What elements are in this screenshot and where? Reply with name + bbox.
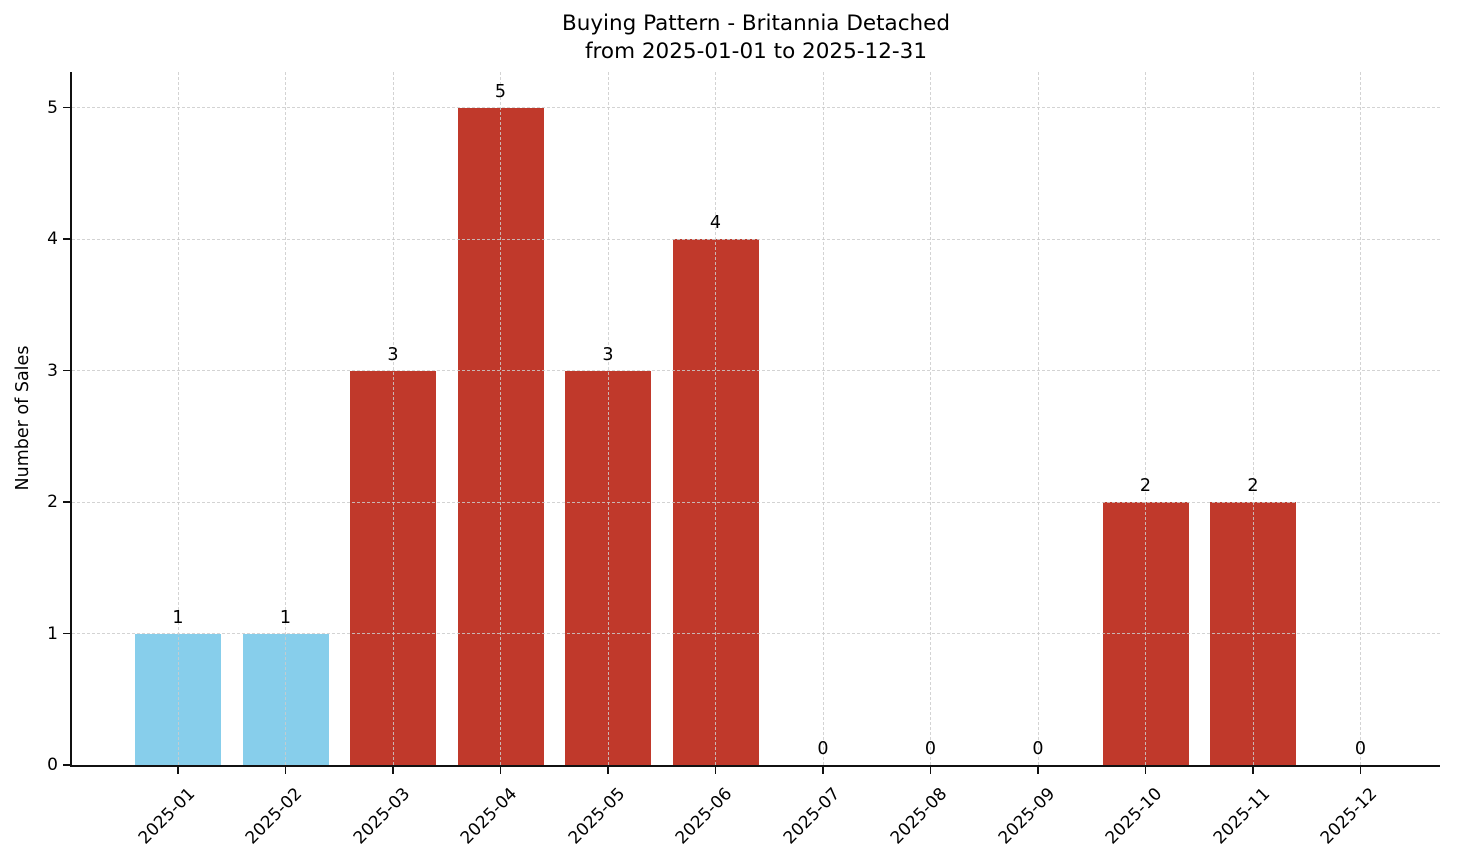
- y-tick-mark: [63, 501, 70, 503]
- chart-title: Buying Pattern - Britannia Detached from…: [72, 10, 1440, 66]
- y-gridline: [72, 238, 1440, 240]
- x-tick-mark: [1144, 767, 1147, 774]
- y-axis-spine: [70, 72, 72, 767]
- y-tick-label: 5: [47, 97, 58, 118]
- x-tick-mark: [1037, 767, 1039, 774]
- y-tick-mark: [63, 632, 70, 635]
- x-tick-label: 2025-12: [1317, 784, 1382, 849]
- x-tick-label: 2025-09: [994, 784, 1060, 849]
- y-gridline: [72, 370, 1440, 371]
- bar-value-label: 1: [279, 607, 292, 628]
- x-tick-label: 2025-06: [672, 784, 737, 849]
- x-tick-label: 2025-07: [779, 784, 845, 849]
- bar-value-label: 0: [1032, 739, 1044, 759]
- chart-title-line1: Buying Pattern - Britannia Detached: [561, 11, 951, 36]
- x-gridline: [930, 72, 931, 765]
- x-tick-label: 2025-01: [134, 784, 200, 849]
- y-tick-label: 0: [47, 755, 58, 775]
- x-tick-mark: [1359, 767, 1362, 774]
- x-tick-mark: [392, 767, 394, 774]
- y-gridline: [72, 501, 1440, 503]
- x-gridline: [822, 72, 824, 765]
- bar-value-label: 3: [387, 344, 399, 365]
- x-tick-label: 2025-02: [242, 784, 307, 849]
- x-tick-label: 2025-03: [349, 784, 415, 849]
- x-tick-mark: [177, 767, 179, 774]
- x-gridline: [177, 72, 179, 765]
- bar-value-label: 1: [172, 607, 184, 628]
- x-axis-spine: [70, 765, 1440, 767]
- bar-value-label: 0: [924, 739, 937, 759]
- y-tick-label: 3: [47, 360, 58, 381]
- y-gridline: [72, 107, 1440, 108]
- plot-area: 0 1 2 3 4 5 1 2025-01 1 2025-02 3 2025-03 5 2025-04 3 2…: [47, 72, 1440, 848]
- x-tick-label: 2025-05: [564, 784, 630, 849]
- x-tick-mark: [822, 767, 824, 774]
- x-tick-mark: [607, 767, 609, 774]
- x-tick-mark: [284, 767, 287, 774]
- x-gridline: [285, 72, 286, 765]
- bar-value-label: 0: [1354, 739, 1367, 759]
- x-gridline: [392, 72, 394, 765]
- x-tick-label: 2025-08: [887, 784, 952, 849]
- bar-value-label: 2: [1247, 476, 1259, 497]
- y-tick-label: 4: [47, 229, 58, 249]
- x-tick-mark: [714, 767, 717, 774]
- x-tick-label: 2025-04: [457, 784, 522, 849]
- x-tick-mark: [1252, 767, 1254, 774]
- x-gridline: [715, 72, 716, 765]
- y-tick-mark: [63, 764, 70, 766]
- x-gridline: [1145, 72, 1146, 765]
- x-gridline: [1252, 72, 1254, 765]
- bar-value-label: 0: [817, 739, 829, 759]
- x-gridline: [1037, 72, 1039, 765]
- x-gridline: [607, 72, 609, 765]
- y-tick-label: 1: [47, 623, 58, 644]
- x-gridline: [500, 72, 501, 765]
- chart-title-line2: from 2025-01-01 to 2025-12-31: [584, 39, 928, 64]
- y-tick-mark: [63, 106, 70, 109]
- bar-value-label: 4: [709, 213, 722, 234]
- x-tick-mark: [499, 767, 502, 774]
- x-tick-mark: [929, 767, 932, 774]
- y-gridline: [72, 633, 1440, 634]
- x-gridline: [1360, 72, 1361, 765]
- y-tick-label: 2: [47, 492, 58, 512]
- y-tick-mark: [63, 238, 70, 240]
- bar-value-label: 2: [1139, 476, 1152, 497]
- y-tick-mark: [63, 369, 70, 372]
- x-tick-label: 2025-10: [1102, 784, 1167, 849]
- bar-value-label: 5: [494, 81, 507, 102]
- bar-value-label: 3: [602, 344, 614, 365]
- x-tick-label: 2025-11: [1209, 784, 1275, 849]
